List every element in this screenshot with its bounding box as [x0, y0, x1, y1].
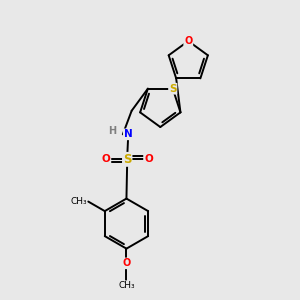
Text: S: S: [169, 84, 176, 94]
Text: O: O: [144, 154, 153, 164]
Text: N: N: [124, 129, 133, 139]
Text: CH₃: CH₃: [118, 281, 135, 290]
Text: O: O: [102, 154, 110, 164]
Text: O: O: [184, 36, 192, 46]
Text: O: O: [122, 258, 130, 268]
Text: S: S: [123, 153, 131, 166]
Text: H: H: [108, 126, 117, 136]
Text: CH₃: CH₃: [70, 197, 87, 206]
